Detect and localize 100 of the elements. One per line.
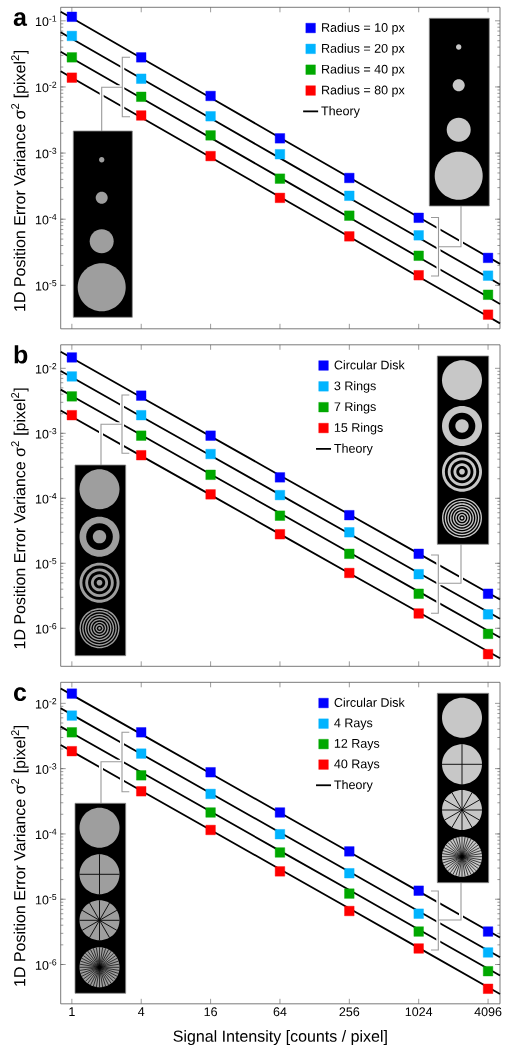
- point: [66, 352, 77, 363]
- point: [344, 210, 355, 221]
- x-tick-label: 4: [138, 1007, 145, 1016]
- point: [66, 30, 77, 41]
- x-tick-label: 1024: [405, 1007, 433, 1017]
- point: [413, 250, 424, 261]
- point: [274, 807, 285, 818]
- point: [483, 588, 494, 599]
- x-tick-label: 16: [204, 1007, 217, 1017]
- chart-title: b: [14, 345, 28, 364]
- point: [483, 309, 494, 320]
- point: [344, 172, 355, 183]
- point: [483, 966, 494, 977]
- point: [483, 926, 494, 937]
- point: [344, 190, 355, 201]
- point: [205, 430, 216, 441]
- y-tick-label: 10$^{-2}$: [35, 363, 57, 374]
- legend-label: Circular Disk: [334, 360, 405, 370]
- point: [136, 52, 147, 63]
- point: [344, 548, 355, 559]
- point: [344, 231, 355, 242]
- legend-label: Radius = 20 px: [322, 43, 405, 56]
- chart-title: c: [14, 687, 27, 702]
- point: [66, 371, 77, 382]
- legend-label: Theory: [334, 443, 373, 456]
- y-axis-title: 1D Position Error Variance σ$^{2}$ [pixel$^{2}$]: [11, 725, 29, 986]
- chart-title: a: [13, 12, 28, 27]
- point: [274, 829, 285, 840]
- point: [205, 824, 216, 835]
- point: [205, 788, 216, 799]
- legend-label: 40 Rays: [334, 759, 380, 771]
- point: [413, 270, 424, 281]
- point: [483, 649, 494, 660]
- point: [483, 289, 494, 300]
- point: [136, 73, 147, 84]
- legend-label: 15 Rings: [334, 422, 383, 435]
- point: [344, 868, 355, 879]
- point: [274, 529, 285, 540]
- legend-label: 4 Rays: [334, 718, 373, 730]
- legend-label: Theory: [321, 106, 360, 118]
- point: [413, 588, 424, 599]
- point: [136, 110, 147, 121]
- point: [344, 846, 355, 857]
- y-tick-label: 10$^{-3}$: [35, 147, 57, 159]
- point: [136, 410, 147, 421]
- y-tick-label: 10$^{-4}$: [35, 213, 57, 225]
- point: [274, 866, 285, 877]
- y-tick-label: 10$^{-2}$: [35, 81, 57, 93]
- point: [413, 212, 424, 223]
- legend-label: Circular Disk: [334, 697, 405, 707]
- point: [66, 72, 77, 83]
- point: [66, 410, 77, 421]
- y-tick-label: 10$^{-5}$: [35, 893, 57, 905]
- y-axis-title: 1D Position Error Variance σ$^{2}$ [pixel$^{2}$]: [11, 50, 29, 311]
- point: [413, 569, 424, 580]
- point: [483, 983, 494, 994]
- point: [66, 52, 77, 63]
- legend-label: 3 Rings: [334, 381, 376, 393]
- legend-label: 7 Rings: [334, 401, 376, 414]
- y-tick-label: 10$^{-4}$: [35, 493, 57, 504]
- point: [274, 490, 285, 501]
- y-tick-label: 10$^{-4}$: [35, 828, 57, 840]
- point: [413, 548, 424, 559]
- point: [274, 472, 285, 483]
- point: [205, 469, 216, 480]
- y-axis-title: 1D Position Error Variance σ$^{2}$ [pixel$^{2}$]: [11, 388, 29, 649]
- point: [66, 391, 77, 402]
- point: [413, 943, 424, 954]
- point: [66, 710, 77, 721]
- point: [136, 450, 147, 461]
- point: [483, 609, 494, 620]
- point: [205, 111, 216, 122]
- x-axis-title: Signal Intensity [counts / pixel]: [173, 1030, 387, 1046]
- point: [274, 149, 285, 160]
- point: [136, 727, 147, 738]
- y-tick-label: 10$^{-5}$: [35, 558, 57, 569]
- point: [136, 786, 147, 797]
- point: [136, 770, 147, 781]
- point: [274, 192, 285, 203]
- x-tick-label: 64: [273, 1007, 287, 1017]
- legend-label: 12 Rays: [334, 738, 380, 751]
- y-tick-label: 10$^{-3}$: [35, 763, 57, 774]
- point: [483, 270, 494, 281]
- point: [274, 173, 285, 184]
- point: [66, 688, 77, 699]
- point: [274, 510, 285, 521]
- point: [413, 230, 424, 241]
- point: [205, 90, 216, 101]
- point: [483, 947, 494, 958]
- point: [136, 91, 147, 102]
- point: [274, 847, 285, 858]
- y-tick-label: 10$^{-3}$: [35, 428, 57, 439]
- point: [66, 746, 77, 757]
- point: [136, 748, 147, 759]
- point: [344, 888, 355, 899]
- point: [205, 807, 216, 818]
- point: [205, 767, 216, 778]
- point: [344, 567, 355, 578]
- legend-label: Radius = 10 px: [322, 22, 405, 35]
- point: [136, 430, 147, 441]
